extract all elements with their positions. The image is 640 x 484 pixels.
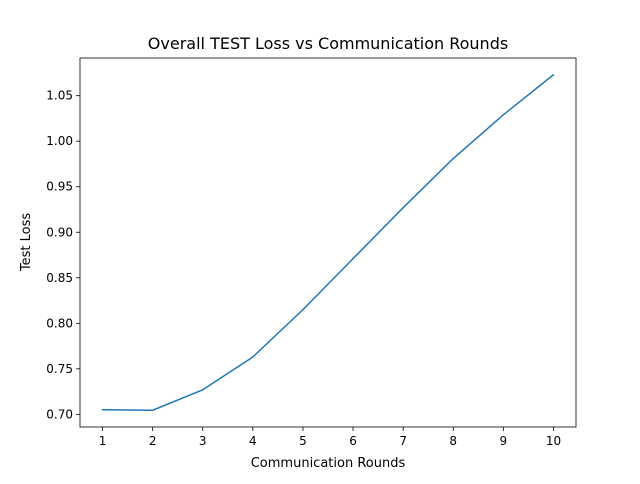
y-tick-label: 0.80 bbox=[46, 316, 73, 330]
chart-title: Overall TEST Loss vs Communication Round… bbox=[148, 34, 508, 53]
data-point bbox=[302, 308, 304, 311]
data-point bbox=[452, 157, 455, 160]
x-tick-label: 8 bbox=[449, 434, 457, 448]
y-tick-label: 0.85 bbox=[46, 271, 73, 285]
data-point bbox=[252, 356, 254, 358]
x-tick-label: 9 bbox=[500, 434, 508, 448]
y-axis-label: Test Loss bbox=[19, 213, 34, 272]
y-tick-label: 1.00 bbox=[46, 134, 73, 148]
x-tick-label: 4 bbox=[249, 434, 257, 448]
data-point bbox=[552, 73, 555, 76]
series-line-0 bbox=[102, 74, 554, 411]
y-tick-label: 0.70 bbox=[46, 407, 73, 421]
x-tick-label: 7 bbox=[399, 434, 407, 448]
x-tick-label: 1 bbox=[99, 434, 107, 448]
plot-area: 1 2 3 4 5 6 7 8 9 10 0.70 0.75 0.80 0.85 0.90 0.95 1.00 1… bbox=[46, 57, 577, 448]
data-point bbox=[352, 257, 354, 260]
x-tick-label: 3 bbox=[199, 434, 207, 448]
axes-frame bbox=[79, 57, 577, 428]
x-tick-label: 5 bbox=[299, 434, 307, 448]
x-axis-label: Communication Rounds bbox=[251, 456, 406, 471]
y-tick-label: 0.95 bbox=[46, 180, 73, 194]
x-tick-label: 2 bbox=[149, 434, 157, 448]
x-tick-label: 6 bbox=[349, 434, 357, 448]
data-point bbox=[151, 409, 154, 412]
y-tick-label: 0.75 bbox=[46, 362, 73, 376]
y-tick-label: 1.05 bbox=[46, 89, 73, 103]
y-tick-label: 0.90 bbox=[46, 225, 73, 239]
x-tick-label: 10 bbox=[546, 434, 561, 448]
data-point bbox=[502, 114, 505, 116]
data-point bbox=[402, 206, 404, 209]
data-point bbox=[201, 388, 204, 391]
data-point bbox=[101, 408, 104, 411]
